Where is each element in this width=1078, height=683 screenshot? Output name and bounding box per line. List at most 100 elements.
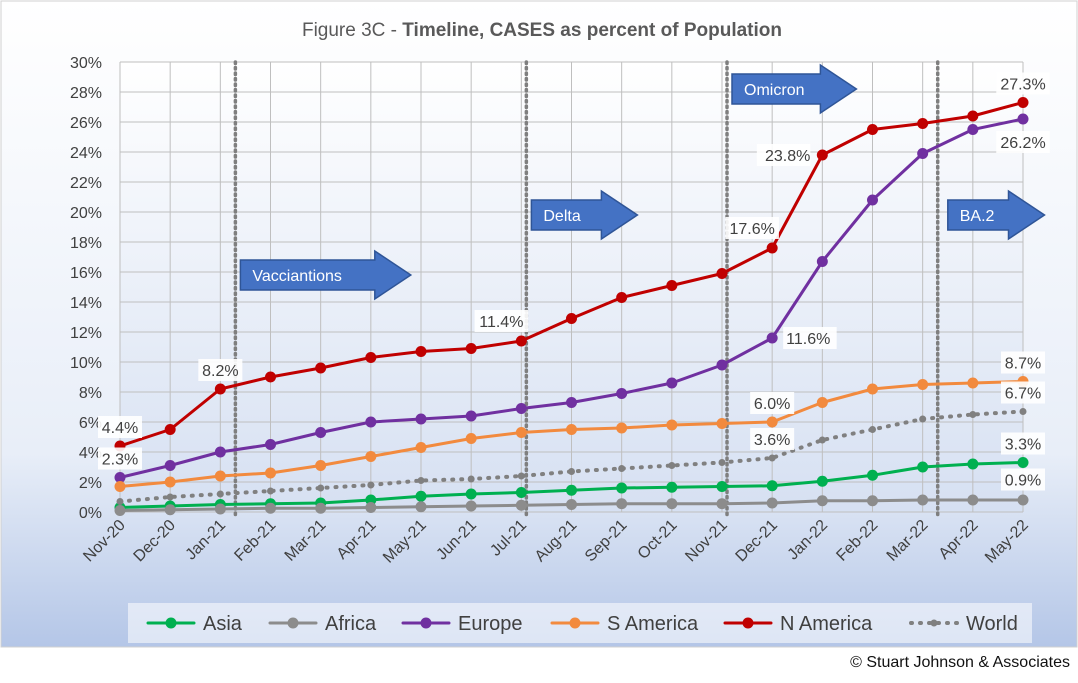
data-point [816,256,828,267]
data-label-bg [996,131,1050,153]
data-point [917,494,929,506]
arrow-label: Omicron [744,82,804,99]
data-point [917,379,929,390]
data-point [164,504,176,516]
data-point [114,505,126,516]
data-point [816,149,828,161]
data-point [666,280,678,291]
data-point [917,148,929,159]
data-point [315,502,327,514]
copyright-credit: © Stuart Johnson & Associates [850,654,1070,671]
y-tick-label: 24% [70,145,102,162]
data-point [566,484,577,496]
data-label-bg [1001,468,1045,491]
data-point [417,477,425,484]
y-tick-label: 20% [70,205,102,222]
data-point [265,371,276,383]
data-point [365,352,377,363]
data-point [1017,113,1029,125]
data-point [616,482,628,494]
data-labels: 4.4% 2.3% 8.2% 11.4% 17.6% 11.6% 6.0% 3.6% 23.8%… [98,72,1050,491]
y-tick-label: 8% [79,385,102,402]
data-point [216,490,224,498]
data-point [214,383,226,395]
data-point [465,433,477,444]
data-point [214,470,226,482]
data-point [917,461,929,473]
data-label: 8.2% [202,363,238,380]
series-africa [114,494,1029,516]
data-point [517,472,525,480]
data-point [114,481,126,492]
data-point [1017,494,1029,506]
legend-item-world: World [909,613,1018,635]
data-point [415,501,427,513]
legend-label: N America [780,613,873,635]
data-point [716,359,728,371]
data-point [214,503,226,515]
data-point [766,416,778,428]
series-s-america [114,376,1029,492]
data-point [415,346,427,357]
data-label-bg [198,359,243,381]
data-label: 4.4% [102,420,138,437]
data-point [967,494,979,506]
data-label: 2.3% [102,452,138,469]
data-point [816,495,828,507]
data-point [568,468,575,475]
data-point [367,481,375,489]
data-point [867,194,878,206]
data-point [465,410,477,422]
data-point [716,498,728,510]
data-point [214,446,226,458]
legend-label: World [966,613,1018,635]
chart: Figure 3C - Timeline, CASES as percent o… [0,0,1078,648]
legend-marker [742,617,754,629]
arrow-label: Vacciantions [252,268,342,285]
series-europe [114,113,1029,483]
y-axis-ticks: 0% 2% 4% 6% 8% 10% 12% 14% 16% 18% 20% 22% 24% 26% 28%… [70,55,102,522]
data-label-bg [756,144,811,166]
data-label: 27.3% [1000,77,1045,94]
data-label: 0.9% [1005,473,1041,490]
data-point [467,475,475,483]
data-point [365,451,377,462]
y-tick-label: 6% [79,415,102,432]
data-label: 11.6% [786,331,830,348]
legend-label: Africa [325,613,377,635]
data-label-bg [1001,432,1045,455]
data-label-bg [1001,351,1045,374]
annotation-arrow: Delta [530,189,639,241]
data-point [114,472,126,483]
data-label: 3.3% [1005,437,1041,454]
arrow-shape [530,189,639,241]
data-label-bg [474,310,529,332]
event-lines [233,60,940,520]
data-point [265,502,276,514]
data-point [465,500,477,512]
arrow-label: BA.2 [960,208,995,225]
data-label-bg [750,392,795,414]
legend-label: Asia [203,613,243,635]
data-point [618,465,626,472]
data-point [816,475,828,487]
annotation-arrow: BA.2 [947,189,1046,241]
data-label: 3.6% [754,432,790,449]
data-point [766,242,778,254]
data-label: 26.2% [1000,135,1045,152]
data-point [867,124,878,135]
data-point [716,418,728,429]
arrow-shape [731,63,858,115]
data-point [919,415,927,423]
data-point [969,411,977,418]
data-point [315,427,327,438]
legend-item-africa: Africa [268,613,377,635]
data-point [365,502,377,513]
y-tick-label: 22% [70,175,102,192]
event-annotations: Vacciantions Delta Omicron BA.2 [239,63,1046,301]
y-tick-label: 16% [70,265,102,282]
data-point [166,493,174,501]
legend-item-n-america: N America [723,613,873,635]
data-label-bg [98,416,142,438]
data-point [716,268,728,279]
